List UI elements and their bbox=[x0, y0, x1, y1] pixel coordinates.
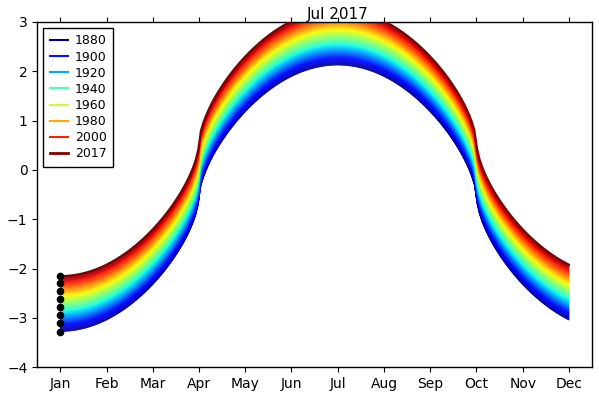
Legend: 1880, 1900, 1920, 1940, 1960, 1980, 2000, 2017: 1880, 1900, 1920, 1940, 1960, 1980, 2000… bbox=[43, 28, 113, 167]
Text: Jul 2017: Jul 2017 bbox=[307, 7, 368, 22]
